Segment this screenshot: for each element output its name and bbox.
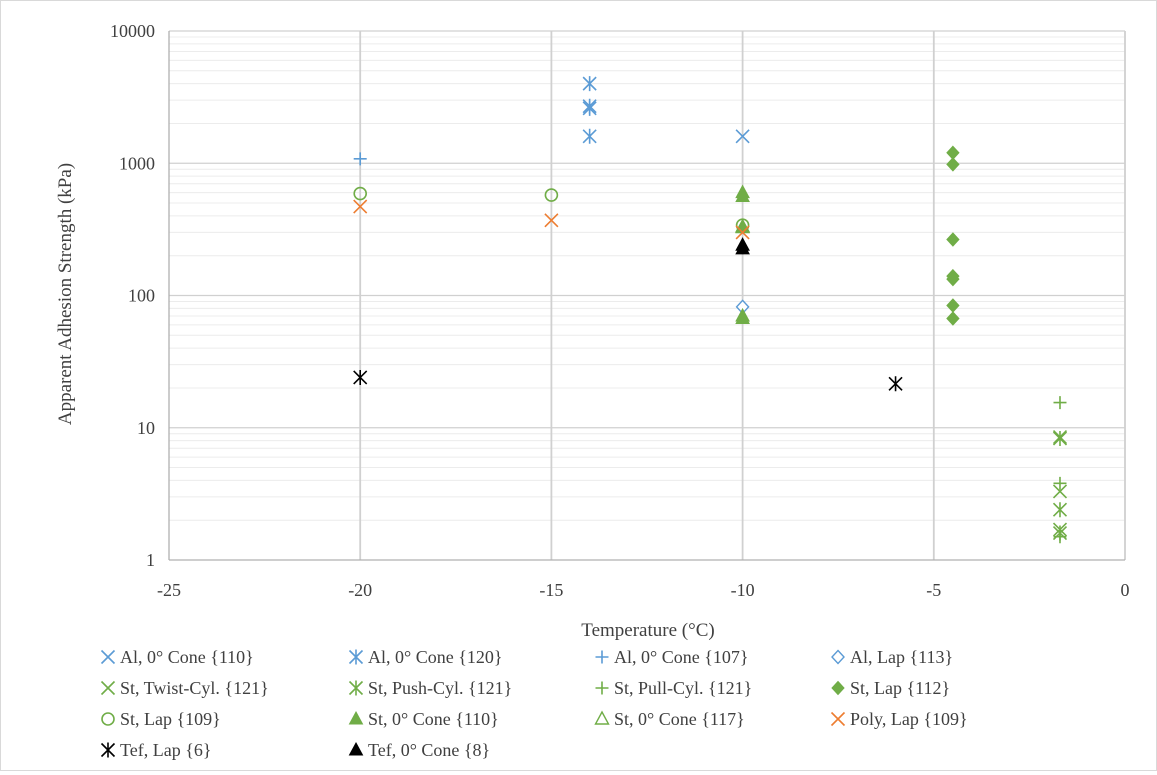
data-points <box>353 76 1068 544</box>
axes: 1 10 100 1000 10000 -25 -20 -15 -10 -5 0 <box>110 21 1130 600</box>
y-tick-label: 10000 <box>110 21 155 41</box>
x-tick-label: -10 <box>731 580 755 600</box>
legend-marker <box>595 650 609 664</box>
data-point <box>946 157 960 172</box>
data-point <box>735 129 750 144</box>
data-point <box>353 369 368 385</box>
legend-marker <box>595 681 609 695</box>
legend-label: Tef, Lap {6} <box>120 740 212 760</box>
legend-marker <box>831 680 845 696</box>
data-point <box>946 232 960 247</box>
data-point <box>582 128 597 144</box>
data-point <box>1053 396 1067 410</box>
data-point <box>735 188 750 203</box>
data-point <box>946 311 960 326</box>
legend-label: Al, Lap {113} <box>850 647 953 667</box>
data-point <box>735 310 750 325</box>
data-point <box>544 188 559 202</box>
data-point <box>1053 476 1067 490</box>
legend-label: St, Lap {112} <box>850 678 950 698</box>
data-point <box>735 240 750 255</box>
y-tick-label: 10 <box>137 418 155 438</box>
legend-label: St, Lap {109} <box>120 709 221 729</box>
legend-marker <box>594 710 610 725</box>
legend-marker <box>831 649 845 665</box>
data-point <box>353 199 368 214</box>
y-tick-label: 1000 <box>119 153 155 173</box>
legend-marker <box>100 680 116 696</box>
data-point <box>1052 502 1068 518</box>
legend-label: St, 0° Cone {117} <box>614 709 745 729</box>
data-point <box>1052 484 1068 499</box>
grid-lines <box>169 30 1126 560</box>
data-point <box>544 213 559 228</box>
y-axis-title: Apparent Adhesion Strength (kPa) <box>55 163 76 425</box>
legend-label: Tef, 0° Cone {8} <box>368 740 490 760</box>
x-tick-label: -5 <box>926 580 941 600</box>
data-point <box>946 298 960 313</box>
data-point <box>735 225 750 240</box>
legend-marker <box>101 712 115 726</box>
legend-label: St, Push-Cyl. {121} <box>368 678 512 698</box>
data-point <box>1053 530 1067 544</box>
legend-label: Al, 0° Cone {110} <box>120 647 254 667</box>
y-tick-label: 1 <box>146 550 155 570</box>
legend-label: Al, 0° Cone {120} <box>368 647 502 667</box>
x-tick-label: -15 <box>539 580 563 600</box>
legend-marker <box>100 742 116 758</box>
legend-marker <box>100 649 116 665</box>
data-point <box>353 152 367 166</box>
data-point <box>353 186 368 201</box>
legend-marker <box>348 680 364 696</box>
data-point <box>582 100 597 116</box>
legend-label: St, Pull-Cyl. {121} <box>614 678 752 698</box>
legend-label: Poly, Lap {109} <box>850 709 968 729</box>
x-tick-label: -25 <box>157 580 181 600</box>
data-point <box>946 271 960 287</box>
x-axis-title: Temperature (°C) <box>581 620 714 641</box>
data-point <box>1052 430 1068 446</box>
legend-marker <box>830 711 846 727</box>
legend: Al, 0° Cone {110} Al, 0° Cone {120} Al, 0°… <box>100 647 968 760</box>
y-tick-label: 100 <box>128 286 155 306</box>
legend-label: St, Twist-Cyl. {121} <box>120 678 269 698</box>
data-point <box>582 76 597 92</box>
legend-label: St, 0° Cone {110} <box>368 709 499 729</box>
data-point <box>888 376 903 392</box>
x-tick-label: -20 <box>348 580 372 600</box>
x-tick-label: 0 <box>1121 580 1130 600</box>
legend-label: Al, 0° Cone {107} <box>614 647 748 667</box>
legend-marker <box>348 649 364 665</box>
legend-marker <box>348 741 364 756</box>
legend-marker <box>348 710 364 725</box>
